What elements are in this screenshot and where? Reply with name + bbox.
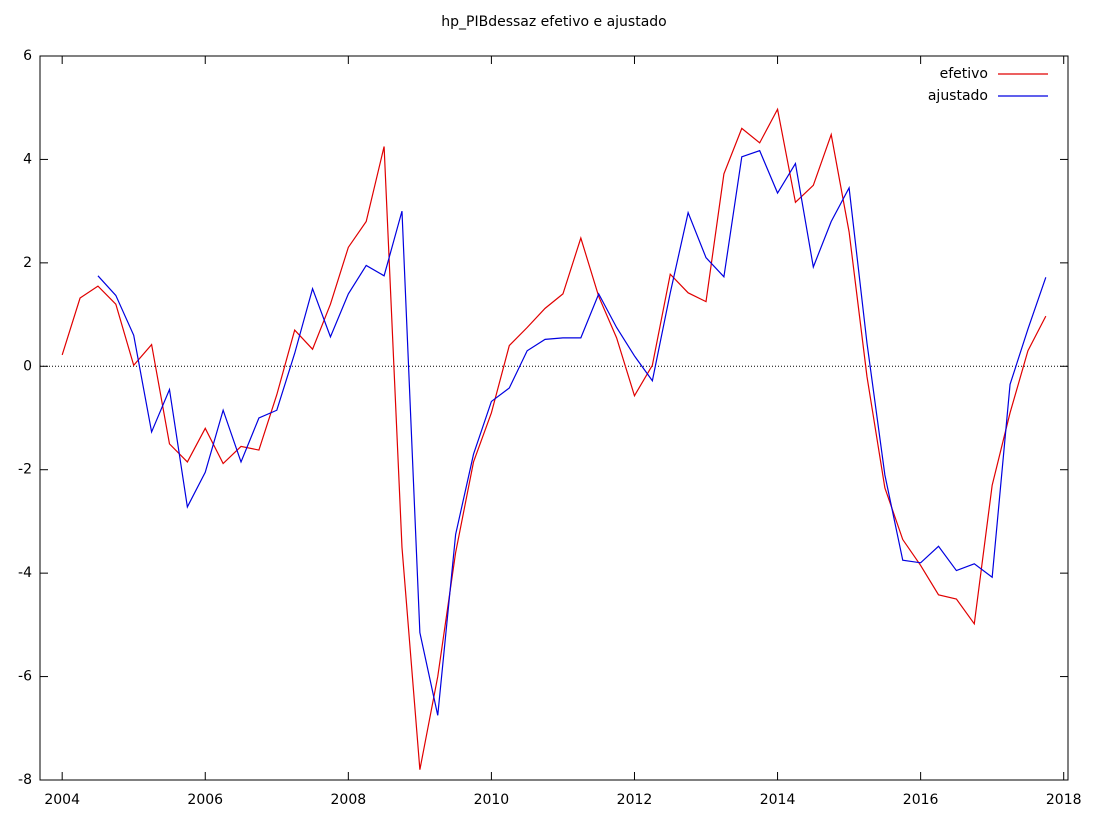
x-tick-label: 2018 xyxy=(1046,792,1082,808)
plot-frame xyxy=(39,55,1069,781)
legend-label: efetivo xyxy=(940,66,988,82)
y-tick-label: 2 xyxy=(23,255,32,271)
y-tick-label: -4 xyxy=(18,565,32,581)
y-tick-label: 6 xyxy=(23,48,32,64)
x-tick-label: 2004 xyxy=(44,792,80,808)
x-tick-label: 2010 xyxy=(474,792,510,808)
series-line xyxy=(97,149,1047,716)
y-tick-label: -6 xyxy=(18,669,32,685)
x-tick-label: 2006 xyxy=(187,792,223,808)
series-line xyxy=(61,107,1047,770)
x-tick-label: 2012 xyxy=(617,792,653,808)
x-tick-label: 2014 xyxy=(760,792,796,808)
y-tick-label: -2 xyxy=(18,462,32,478)
chart-title: hp_PIBdessaz efetivo e ajustado xyxy=(441,14,666,30)
x-tick-label: 2016 xyxy=(903,792,939,808)
y-tick-label: -8 xyxy=(18,772,32,788)
legend-label: ajustado xyxy=(928,88,988,104)
y-tick-label: 4 xyxy=(23,151,32,167)
y-tick-label: 0 xyxy=(23,358,32,374)
x-tick-label: 2008 xyxy=(331,792,367,808)
